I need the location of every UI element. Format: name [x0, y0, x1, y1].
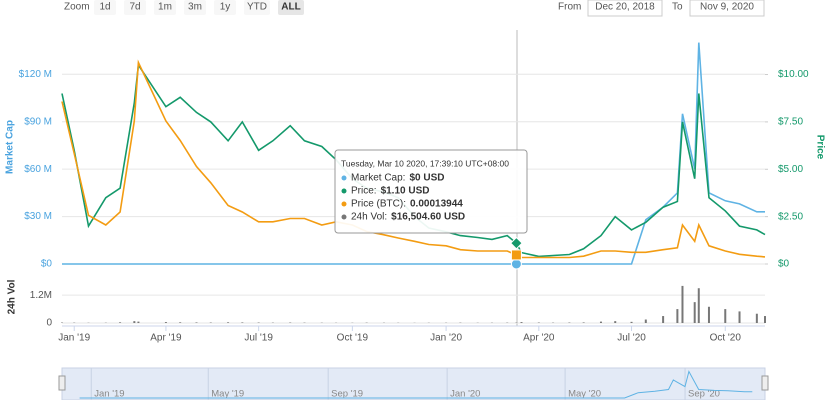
volume-bar [599, 321, 602, 323]
tooltip-value: $0 USD [409, 173, 444, 184]
hover-marker [510, 236, 523, 250]
tooltip-bullet [341, 201, 347, 207]
volume-axis-title: 24h Vol [7, 279, 18, 314]
x-tick-label: Apr '19 [150, 333, 182, 344]
zoom-button-label[interactable]: 1y [220, 2, 231, 13]
volume-bar [133, 321, 136, 323]
volume-tick-label: 1.2M [30, 290, 52, 301]
volume-bar [179, 322, 182, 323]
tooltip-label: Price (BTC): [351, 199, 406, 210]
volume-bar [582, 322, 585, 323]
tooltip-value: $1.10 USD [381, 186, 430, 197]
zoom-button[interactable] [214, 0, 236, 15]
series-line [61, 59, 766, 259]
volume-bar [662, 316, 665, 323]
tooltip-bullet [341, 188, 347, 194]
y-tick-label: $120 M [19, 69, 52, 80]
navigator-tick-label: Jan '20 [450, 389, 480, 400]
tooltip-label: Market Cap: [351, 173, 405, 184]
x-tick-label: Jan '19 [58, 333, 90, 344]
volume-bar [164, 322, 167, 323]
zoom-button-label[interactable]: 3m [188, 2, 202, 13]
to-value[interactable]: Nov 9, 2020 [700, 2, 754, 13]
navigator-tick-label: Jan '19 [94, 389, 124, 400]
to-input[interactable] [689, 0, 765, 17]
y2-tick-label: $5.00 [778, 164, 803, 175]
volume-bar [738, 311, 741, 323]
tooltip-label: Price: [351, 186, 377, 197]
y2-tick-label: $7.50 [778, 117, 803, 128]
volume-bar [693, 302, 696, 323]
y-axis-title: Market Cap [5, 120, 16, 174]
volume-bar [676, 309, 679, 323]
y2-tick-label: $10.00 [778, 69, 809, 80]
y-tick-label: $60 M [24, 164, 52, 175]
navigator-line [79, 370, 753, 399]
tooltip-value: 0.00013944 [410, 199, 463, 210]
navigator-handle[interactable] [58, 375, 66, 391]
y-tick-label: $90 M [24, 116, 52, 127]
zoom-button[interactable] [94, 0, 116, 15]
tooltip [334, 149, 528, 234]
zoom-button[interactable] [154, 0, 176, 15]
tooltip-title: Tuesday, Mar 10 2020, 17:39:10 UTC+08:00 [341, 158, 509, 168]
x-tick-label: Jul '19 [244, 333, 273, 344]
volume-bar [681, 285, 684, 323]
zoom-button-label[interactable]: 1m [158, 2, 172, 13]
volume-bar [227, 322, 230, 323]
y2-tick-label: $0 [778, 259, 790, 270]
volume-tick-label: 0 [46, 318, 52, 329]
volume-bar [644, 319, 647, 323]
y-tick-label: $30 M [24, 211, 52, 222]
zoom-button-label[interactable]: 1d [99, 2, 110, 13]
zoom-button-label[interactable]: ALL [281, 2, 300, 13]
hover-marker [510, 258, 522, 270]
volume-bar [137, 321, 140, 323]
from-value[interactable]: Dec 20, 2018 [595, 2, 655, 13]
zoom-button-label[interactable]: YTD [247, 2, 267, 13]
volume-bar [724, 309, 727, 323]
tooltip-bullet [341, 175, 347, 181]
x-tick-label: Jan '20 [430, 333, 462, 344]
tooltip-value: $16,504.60 USD [391, 212, 465, 223]
x-tick-label: Apr '20 [523, 333, 555, 344]
x-tick-label: Oct '19 [337, 333, 369, 344]
volume-bar [764, 316, 766, 323]
tooltip-bullet [341, 214, 347, 220]
navigator-tick-label: May '19 [211, 389, 244, 400]
from-label: From [558, 2, 581, 13]
volume-bar [195, 322, 198, 323]
navigator-handle[interactable] [761, 375, 769, 391]
zoom-label: Zoom [64, 2, 90, 13]
volume-bar [241, 322, 244, 323]
hover-marker [510, 249, 522, 261]
volume-bar [707, 306, 710, 323]
to-label: To [672, 2, 683, 13]
navigator[interactable] [61, 367, 766, 400]
zoom-button[interactable] [124, 0, 146, 15]
volume-bar [697, 288, 700, 323]
volume-bar [630, 321, 633, 323]
volume-bar [755, 313, 758, 323]
navigator-tick-label: Sep '20 [688, 389, 720, 400]
volume-bar [119, 322, 122, 323]
volume-bar [520, 322, 523, 323]
zoom-button[interactable] [244, 0, 270, 15]
y2-axis-title: Price [814, 135, 825, 160]
from-input[interactable] [587, 0, 663, 17]
volume-bar [614, 321, 617, 323]
zoom-button[interactable] [184, 0, 206, 15]
zoom-button-label[interactable]: 7d [129, 2, 140, 13]
navigator-tick-label: Sep '19 [331, 389, 363, 400]
series-line [62, 42, 765, 265]
tooltip-label: 24h Vol: [351, 212, 387, 223]
navigator-tick-label: May '20 [568, 389, 601, 400]
y-tick-label: $0 [41, 259, 53, 270]
x-tick-label: Jul '20 [617, 333, 646, 344]
zoom-button[interactable] [278, 0, 304, 15]
x-tick-label: Oct '20 [710, 333, 742, 344]
y2-tick-label: $2.50 [778, 211, 803, 222]
